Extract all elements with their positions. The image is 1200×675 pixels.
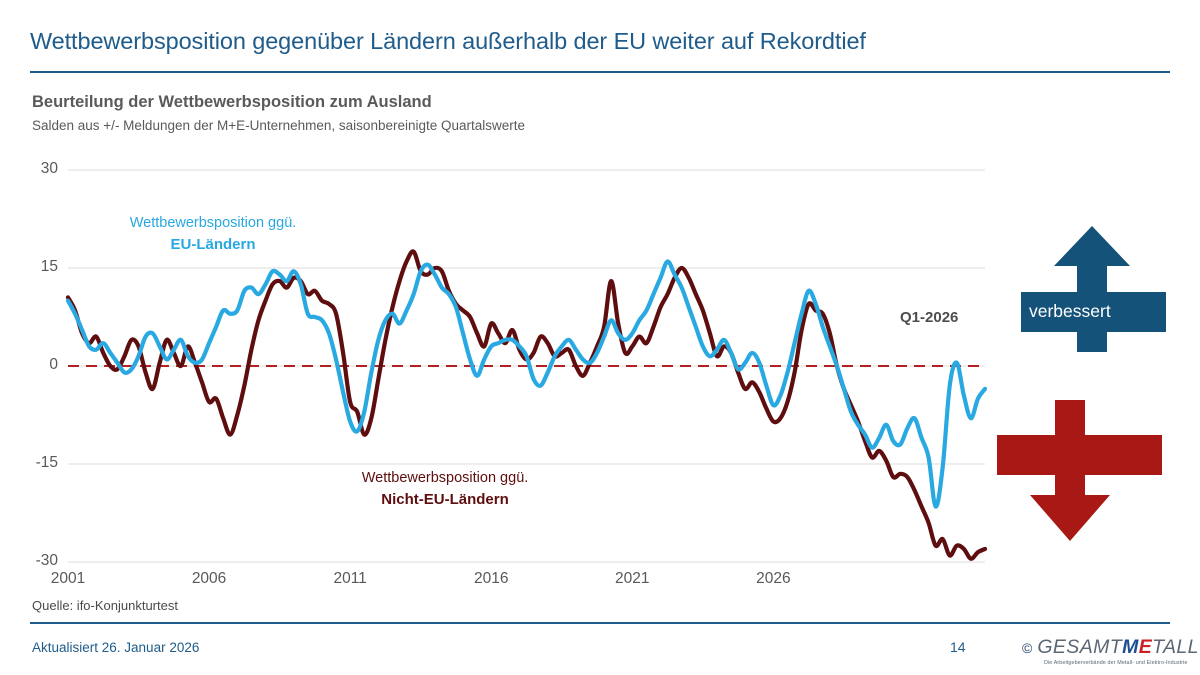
- logo-m: M: [1122, 636, 1139, 658]
- chart-subheading: Salden aus +/- Meldungen der M+E-Unterne…: [32, 118, 526, 133]
- footer-divider: [30, 622, 1170, 624]
- copyright-icon: ©: [1022, 639, 1033, 656]
- title-divider: [30, 71, 1170, 73]
- legend-non-eu-line2: Nicht-EU-Ländern: [381, 491, 509, 509]
- y-tick-label: -15: [35, 454, 58, 471]
- x-tick-label: 2026: [756, 570, 791, 587]
- legend-non-eu-line1: Wettbewerbsposition ggü.: [361, 470, 529, 486]
- logo-post: TALL: [1152, 636, 1199, 658]
- legend-eu-line2: EU-Ländern: [170, 236, 256, 254]
- series-line-eu: [65, 259, 988, 509]
- x-tick-label: 2001: [50, 570, 86, 587]
- arrow-up-icon: [1021, 226, 1166, 352]
- legend-eu-line1: Wettbewerbsposition ggü.: [129, 215, 297, 231]
- y-tick-label: 15: [40, 258, 58, 275]
- legend-non-eu: Wettbewerbsposition ggü. Nicht-EU-Länder…: [330, 468, 560, 511]
- logo-tagline: Die Arbeitgeberverbände der Metall- und …: [1044, 660, 1188, 666]
- page-number: 14: [950, 639, 966, 655]
- x-tick-label: 2006: [191, 570, 227, 587]
- arrow-down-icon: [997, 400, 1162, 541]
- chart-heading: Beurteilung der Wettbewerbsposition zum …: [32, 93, 432, 111]
- x-tick-label: 2016: [473, 570, 509, 587]
- badge-improved-label: verbessert: [1029, 301, 1111, 321]
- logo-wordmark: GESAMTMETALL: [1037, 636, 1199, 659]
- y-tick-label: -30: [35, 552, 58, 569]
- logo-pre: GESAMT: [1037, 636, 1123, 658]
- legend-eu: Wettbewerbsposition ggü. EU-Ländern: [104, 213, 322, 256]
- x-tick-label: 2011: [333, 570, 367, 587]
- badge-improved: verbessert: [1021, 222, 1191, 352]
- footer-updated: Aktualisiert 26. Januar 2026: [32, 640, 200, 655]
- y-tick-label: 0: [49, 356, 58, 373]
- page-title: Wettbewerbsposition gegenüber Ländern au…: [30, 28, 866, 54]
- logo-e: E: [1138, 636, 1153, 658]
- badge-worsened: verschlechtert: [997, 400, 1182, 545]
- y-tick-label: 30: [40, 160, 58, 177]
- source-note: Quelle: ifo-Konjunkturtest: [32, 598, 178, 613]
- gesamtmetall-logo: © GESAMTMETALL Die Arbeitgeberverbände d…: [1022, 636, 1199, 666]
- last-quarter-label: Q1-2026: [900, 309, 959, 326]
- x-tick-label: 2021: [615, 570, 650, 587]
